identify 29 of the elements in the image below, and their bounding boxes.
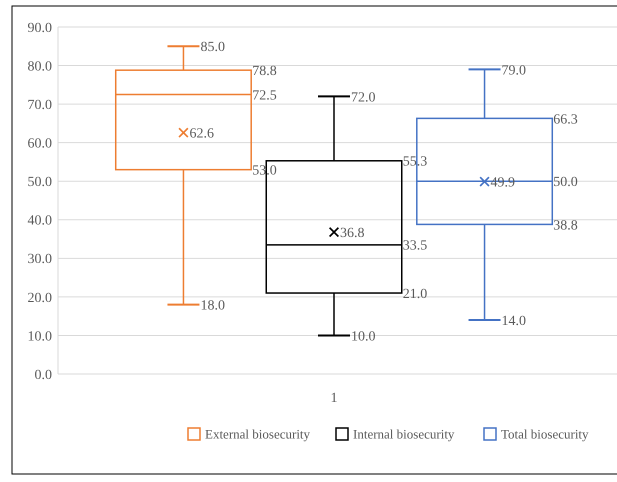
y-tick-label: 30.0 — [28, 252, 52, 268]
x-tick-label: 1 — [330, 391, 338, 406]
y-tick-label: 90.0 — [28, 20, 52, 36]
annotation: 36.8 — [340, 226, 364, 242]
annotation: 10.0 — [351, 329, 376, 344]
annotation: 38.8 — [553, 218, 578, 234]
y-tick-label: 50.0 — [28, 175, 52, 190]
annotation: 72.0 — [351, 90, 376, 106]
annotation: 50.0 — [553, 175, 578, 190]
y-tick-label: 60.0 — [28, 136, 52, 152]
annotation: 85.0 — [200, 40, 225, 56]
annotation: 79.0 — [502, 63, 526, 78]
legend-label: Total biosecurity — [501, 426, 590, 442]
y-tick-label: 20.0 — [28, 290, 52, 306]
legend-label: Internal biosecurity — [353, 426, 455, 442]
annotation: 33.5 — [402, 238, 428, 254]
legend-label: External biosecurity — [205, 426, 311, 442]
y-tick-label: 40.0 — [28, 214, 52, 229]
annotation: 72.5 — [252, 88, 277, 104]
y-tick-label: 70.0 — [28, 98, 52, 114]
annotation: 14.0 — [502, 314, 526, 329]
y-tick-label: 80.0 — [28, 59, 52, 74]
y-tick-label: 10.0 — [28, 329, 52, 344]
annotation: 21.0 — [402, 286, 428, 302]
y-tick-label: 0.0 — [34, 368, 52, 383]
annotation: 18.0 — [200, 298, 225, 314]
annotation: 66.3 — [553, 112, 578, 128]
annotation: 78.8 — [252, 64, 277, 80]
annotation: 62.6 — [189, 126, 214, 142]
